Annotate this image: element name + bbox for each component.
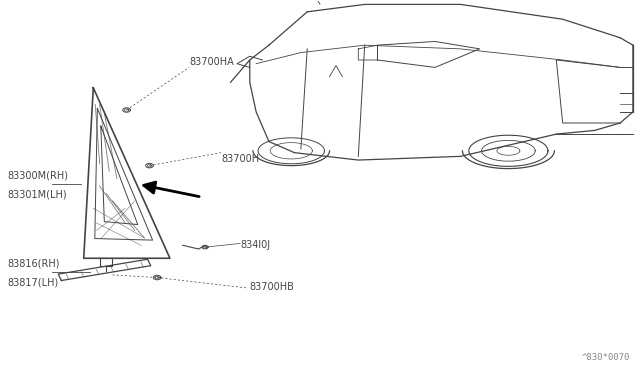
Text: 83301M(LH): 83301M(LH) xyxy=(7,190,67,200)
Text: ^830*0070: ^830*0070 xyxy=(581,353,630,362)
Text: 83816(RH): 83816(RH) xyxy=(7,258,60,268)
Text: 83700HA: 83700HA xyxy=(189,57,234,67)
Text: 834l0J: 834l0J xyxy=(240,240,270,250)
Text: 83700HB: 83700HB xyxy=(250,282,294,292)
Text: 83300M(RH): 83300M(RH) xyxy=(7,170,68,180)
Text: 83817(LH): 83817(LH) xyxy=(7,278,58,288)
Text: 83700H: 83700H xyxy=(221,154,259,164)
